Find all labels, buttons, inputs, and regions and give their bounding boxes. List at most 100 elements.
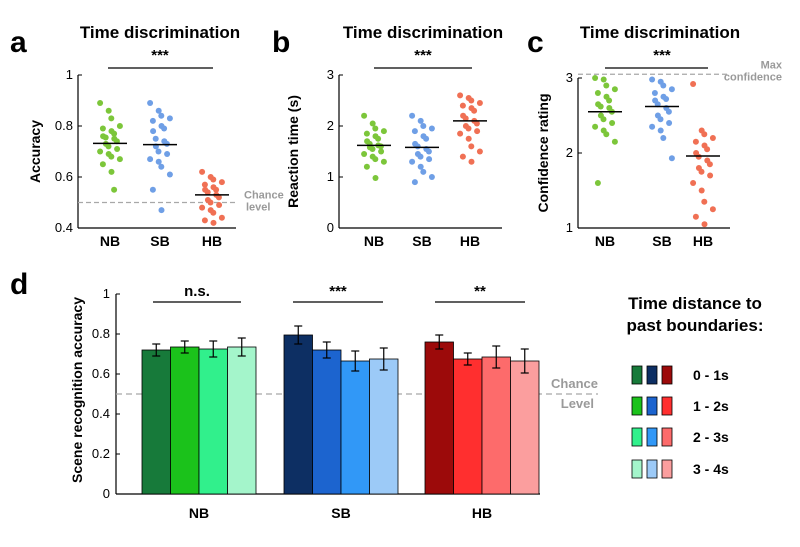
data-point (155, 107, 162, 114)
data-point (665, 108, 672, 115)
data-point (660, 82, 667, 89)
data-point (216, 202, 223, 209)
data-point (380, 128, 387, 135)
data-point (706, 161, 713, 168)
y-axis-label: Scene recognition accuracy (69, 297, 85, 483)
data-point (417, 153, 424, 160)
data-point (459, 153, 466, 160)
chart-title: Time discrimination (343, 23, 503, 42)
data-point (666, 120, 673, 126)
data-point (218, 214, 225, 221)
data-point (698, 168, 705, 175)
data-point (698, 187, 705, 194)
legend-swatch (661, 396, 673, 416)
data-point (457, 130, 464, 137)
data-point (660, 135, 667, 141)
data-point (606, 97, 613, 104)
data-point (657, 116, 664, 123)
data-point (651, 90, 658, 96)
y-tick-label: 1 (103, 286, 110, 301)
data-point (597, 103, 604, 110)
legend-label: 1 - 2s (693, 398, 729, 414)
data-point (411, 179, 418, 186)
bar (283, 334, 313, 495)
category-label: HB (460, 233, 480, 249)
chart-title: Time discrimination (80, 23, 240, 42)
data-point (108, 153, 115, 160)
data-point (166, 171, 173, 178)
data-point (476, 100, 483, 107)
data-point (592, 123, 599, 130)
data-point (409, 158, 416, 165)
data-point (210, 176, 217, 183)
y-tick-label: 3 (327, 67, 334, 82)
bar (510, 360, 540, 495)
data-point (668, 86, 675, 93)
data-point (210, 219, 217, 226)
bar (312, 349, 342, 495)
data-point (707, 172, 714, 179)
data-point (210, 209, 217, 216)
data-point (215, 194, 222, 201)
data-point (378, 148, 385, 155)
legend-item: 0 - 1s (631, 365, 729, 385)
data-point (465, 125, 472, 132)
data-point (99, 125, 106, 132)
y-axis-label: Accuracy (27, 120, 43, 183)
category-label: HB (202, 233, 222, 249)
data-point (149, 186, 156, 193)
data-point (363, 130, 370, 137)
data-point (409, 112, 416, 119)
data-point (474, 128, 481, 135)
legend-swatch (646, 459, 658, 479)
significance-label: *** (329, 283, 347, 300)
data-point (105, 143, 112, 150)
data-point (111, 130, 118, 137)
data-point (701, 198, 708, 205)
data-point (213, 186, 220, 193)
category-label: NB (364, 233, 384, 249)
y-tick-label: 0.2 (92, 446, 110, 461)
legend-item: 3 - 4s (631, 459, 729, 479)
y-axis-label: Reaction time (s) (285, 95, 301, 208)
data-point (155, 148, 162, 155)
y-tick-label: 0.6 (55, 169, 73, 184)
data-point (603, 82, 610, 89)
data-point (594, 90, 601, 96)
panel-letter: b (272, 26, 290, 59)
y-tick-label: 0.6 (92, 366, 110, 381)
legend-swatch (661, 459, 673, 479)
data-point (102, 134, 109, 141)
data-point (199, 204, 206, 211)
data-point (468, 97, 475, 104)
chart-title: Time discrimination (580, 23, 740, 42)
data-point (108, 115, 115, 122)
legend-swatch (646, 427, 658, 447)
data-point (372, 175, 379, 182)
reference-line-label: Chance (551, 376, 598, 391)
bar (141, 349, 171, 495)
panel-c: c Time discrimination 1 2 3 Confidence rating… (527, 23, 783, 249)
category-label: NB (189, 505, 209, 521)
data-point (218, 179, 225, 186)
category-label: SB (150, 233, 169, 249)
legend-swatch (661, 365, 673, 385)
data-point (166, 115, 173, 122)
data-point (611, 86, 618, 93)
data-point (147, 100, 154, 107)
data-point (149, 117, 156, 124)
data-point (204, 189, 211, 196)
y-tick-label: 3 (566, 70, 573, 85)
data-point (369, 145, 376, 152)
legend-swatch (646, 396, 658, 416)
data-point (649, 123, 656, 130)
data-point (372, 125, 379, 132)
data-point (701, 131, 708, 138)
panel-letter: a (10, 26, 27, 59)
data-point (600, 116, 607, 123)
bar (198, 348, 228, 495)
significance-label: *** (653, 47, 671, 64)
data-point (594, 180, 601, 186)
y-tick-label: 2 (566, 145, 573, 160)
data-point (111, 186, 118, 193)
